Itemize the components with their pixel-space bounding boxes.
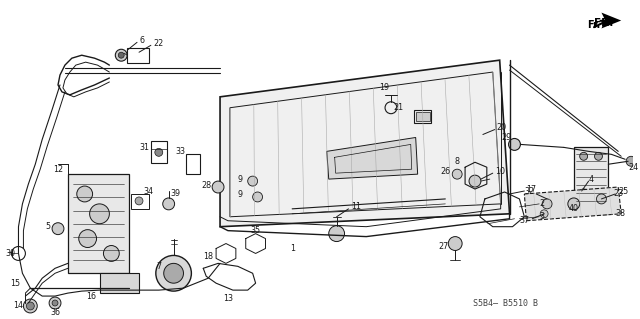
Polygon shape xyxy=(602,12,621,28)
Text: 32: 32 xyxy=(524,188,534,197)
Text: 20: 20 xyxy=(497,123,507,132)
Text: 21: 21 xyxy=(394,103,404,112)
Circle shape xyxy=(595,152,602,160)
Circle shape xyxy=(568,198,580,210)
Polygon shape xyxy=(99,273,139,293)
Polygon shape xyxy=(68,174,129,273)
Text: S5B4– B5510 B: S5B4– B5510 B xyxy=(473,299,538,308)
Text: 28: 28 xyxy=(201,181,211,189)
Circle shape xyxy=(469,175,481,187)
Text: Fr.: Fr. xyxy=(588,20,601,31)
Circle shape xyxy=(593,189,604,199)
Circle shape xyxy=(163,198,175,210)
Bar xyxy=(127,48,149,63)
Circle shape xyxy=(24,299,37,313)
Polygon shape xyxy=(524,187,621,221)
Text: 26: 26 xyxy=(440,167,451,176)
Circle shape xyxy=(115,49,127,61)
Text: 6: 6 xyxy=(139,36,144,45)
Circle shape xyxy=(135,197,143,205)
Text: 10: 10 xyxy=(495,167,505,176)
Circle shape xyxy=(579,189,589,199)
Text: 11: 11 xyxy=(351,202,362,211)
Bar xyxy=(416,112,429,121)
Text: 22: 22 xyxy=(154,39,164,48)
Circle shape xyxy=(156,256,191,291)
Text: 9: 9 xyxy=(237,174,243,184)
Text: 23: 23 xyxy=(613,189,623,198)
Circle shape xyxy=(626,156,636,166)
Text: 4: 4 xyxy=(589,174,593,184)
Text: 16: 16 xyxy=(86,292,97,300)
Circle shape xyxy=(26,302,35,310)
Circle shape xyxy=(77,186,93,202)
Text: 12: 12 xyxy=(53,165,63,174)
Circle shape xyxy=(253,192,262,202)
Circle shape xyxy=(52,223,64,234)
Circle shape xyxy=(542,199,552,209)
Circle shape xyxy=(580,152,588,160)
Text: 5: 5 xyxy=(45,222,51,231)
Circle shape xyxy=(155,148,163,156)
Text: 13: 13 xyxy=(223,293,233,302)
Text: 9: 9 xyxy=(237,190,243,199)
Circle shape xyxy=(540,210,548,218)
Circle shape xyxy=(118,52,124,58)
Bar xyxy=(151,141,166,163)
Circle shape xyxy=(79,230,97,248)
Circle shape xyxy=(164,263,184,283)
Text: 7: 7 xyxy=(156,262,161,271)
Text: 40: 40 xyxy=(569,204,579,213)
Polygon shape xyxy=(574,147,609,214)
Text: 34: 34 xyxy=(144,187,154,196)
Text: 27: 27 xyxy=(438,242,449,251)
Circle shape xyxy=(329,226,344,241)
Text: 3: 3 xyxy=(539,212,544,221)
Text: 37: 37 xyxy=(519,216,529,225)
Text: 19: 19 xyxy=(379,84,389,93)
Text: FR.: FR. xyxy=(593,18,613,27)
Text: 29: 29 xyxy=(502,133,512,142)
Circle shape xyxy=(509,138,520,150)
Circle shape xyxy=(49,297,61,309)
Text: 30: 30 xyxy=(6,249,15,258)
Bar xyxy=(186,154,200,174)
Text: 36: 36 xyxy=(50,308,60,317)
Text: 8: 8 xyxy=(454,157,460,166)
Text: 18: 18 xyxy=(203,252,213,261)
Bar xyxy=(131,194,149,209)
Text: 39: 39 xyxy=(171,189,180,198)
Text: 24: 24 xyxy=(628,163,638,172)
Text: 15: 15 xyxy=(10,279,20,288)
Circle shape xyxy=(448,237,462,250)
Text: 38: 38 xyxy=(615,209,625,218)
Circle shape xyxy=(248,176,257,186)
Text: 1: 1 xyxy=(290,244,294,253)
Text: 25: 25 xyxy=(618,188,628,197)
Bar xyxy=(413,110,431,122)
Circle shape xyxy=(452,169,462,179)
Polygon shape xyxy=(327,137,418,179)
Circle shape xyxy=(596,194,606,204)
Polygon shape xyxy=(220,60,509,227)
Text: 33: 33 xyxy=(175,147,186,156)
Text: 14: 14 xyxy=(13,301,24,310)
Circle shape xyxy=(52,300,58,306)
Circle shape xyxy=(104,246,119,261)
Circle shape xyxy=(212,181,224,193)
Circle shape xyxy=(90,204,109,224)
Text: 17: 17 xyxy=(526,184,536,194)
Text: 35: 35 xyxy=(250,226,260,235)
Text: 31: 31 xyxy=(139,143,149,152)
Text: 2: 2 xyxy=(539,199,544,208)
